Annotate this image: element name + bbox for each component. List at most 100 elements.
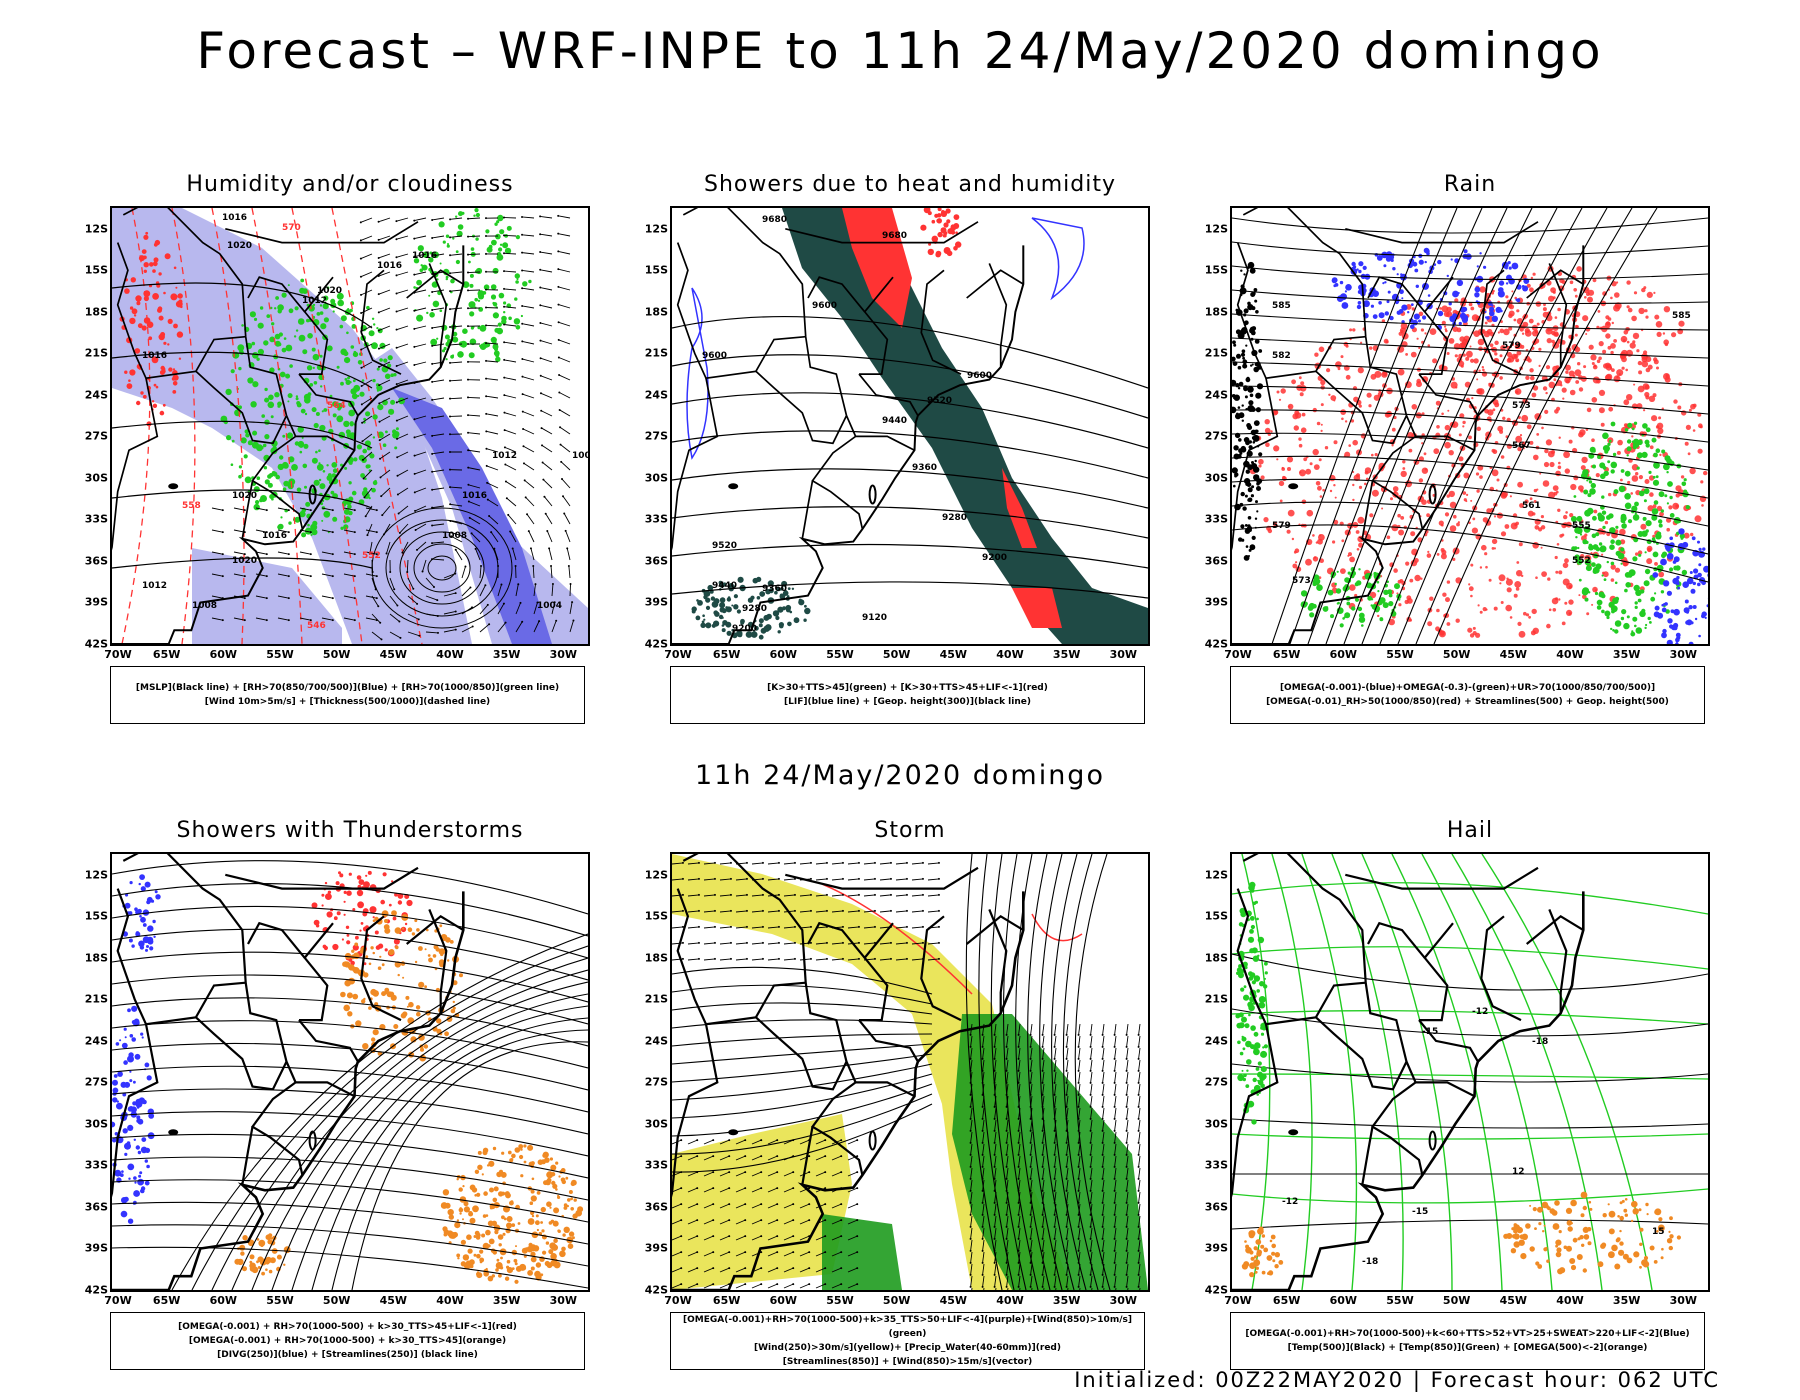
page-title: Forecast – WRF-INPE to 11h 24/May/2020 d… [196, 22, 1604, 80]
legend-line: [Wind(250)>30m/s](yellow)+ [Precip_Water… [754, 1343, 1061, 1353]
legend-line: [MSLP](Black line) + [RH>70(850/700/500)… [135, 683, 560, 693]
latitude-tick: 36S [1204, 1200, 1228, 1214]
legend-line: [DIVG(250)](blue) + [Streamlines(250)] (… [217, 1350, 478, 1360]
contour-label: 1008 [192, 601, 217, 611]
longitude-tick: 45W [1499, 1294, 1528, 1307]
latitude-tick: 42S [644, 637, 668, 651]
contour-label: 9200 [982, 553, 1007, 563]
latitude-tick: 27S [84, 1075, 108, 1089]
map-area: 1016 1020 1016 1016 1020 1012 1016 1020 1016 1020… [110, 206, 590, 646]
valid-time-title: 11h 24/May/2020 domingo [695, 760, 1105, 791]
contour-label: 1004 [537, 601, 562, 611]
latitude-tick: 33S [84, 512, 108, 526]
longitude-tick: 55W [266, 648, 294, 661]
contour-label: 552 [1572, 556, 1591, 566]
contour-label: 9440 [882, 416, 907, 426]
latitude-tick: 12S [1204, 868, 1228, 882]
longitude-tick: 65W [152, 1294, 181, 1307]
longitude-tick: 45W [379, 1294, 408, 1307]
contour-label: 552 [362, 551, 381, 561]
contour-label: 573 [1512, 401, 1531, 411]
contour-label: 1016 [377, 261, 402, 271]
latitude-tick: 30S [1204, 471, 1228, 485]
panel-title: Rain [1443, 172, 1497, 197]
latitude-tick: 18S [1204, 951, 1228, 965]
latitude-axis: 12S 15S 18S 21S 24S 27S 30S 33S 36S 39S 42S [80, 206, 108, 650]
longitude-tick: 65W [152, 648, 181, 661]
contour-label: 9680 [762, 215, 787, 225]
contour-label: -12 [1472, 1007, 1488, 1017]
longitude-tick: 30W [1669, 1294, 1698, 1307]
map-svg [112, 854, 588, 1290]
longitude-tick: 70W [664, 1294, 692, 1307]
latitude-tick: 12S [84, 868, 108, 882]
map-area: 9680 9680 9600 9600 9600 9520 9440 9360 9280 9200… [670, 206, 1150, 646]
latitude-tick: 21S [644, 346, 668, 360]
legend-box: [MSLP](Black line) + [RH>70(850/700/500)… [110, 666, 585, 724]
legend-line: [OMEGA(-0.001) + RH>70(1000-500) + k>30_… [178, 1322, 517, 1332]
contour-label: 9280 [742, 604, 767, 614]
latitude-tick: 33S [84, 1158, 108, 1172]
latitude-tick: 39S [644, 1241, 668, 1255]
contour-label: 567 [1512, 441, 1531, 451]
latitude-tick: 27S [1204, 429, 1228, 443]
contour-label: 579 [1502, 341, 1521, 351]
longitude-tick: 60W [209, 1294, 238, 1307]
longitude-tick: 50W [882, 648, 911, 661]
longitude-tick: 50W [1442, 648, 1471, 661]
contour-label: 9120 [862, 613, 887, 623]
contour-label: 9520 [712, 541, 737, 551]
longitude-tick: 30W [1109, 1294, 1138, 1307]
panel-title: Showers due to heat and humidity [703, 172, 1117, 197]
longitude-tick: 30W [1109, 648, 1138, 661]
longitude-tick: 30W [549, 648, 578, 661]
longitude-tick: 40W [996, 1294, 1024, 1307]
latitude-tick: 21S [644, 992, 668, 1006]
latitude-tick: 24S [1204, 388, 1228, 402]
map-svg [672, 854, 1148, 1290]
contour-label: 9600 [702, 351, 727, 361]
contour-label: 570 [282, 223, 301, 233]
panel-title: Hail [1446, 818, 1494, 843]
contour-label: 9520 [927, 396, 952, 406]
longitude-tick: 35W [1052, 1294, 1081, 1307]
contour-label: 561 [1522, 501, 1541, 511]
basemap [1232, 208, 1585, 644]
latitude-tick: 27S [644, 429, 668, 443]
legend-line: [OMEGA(-0.001)-(blue)+OMEGA(-0.3)-(green… [1279, 683, 1656, 693]
contour-label: 1012 [142, 581, 167, 591]
longitude-tick: 40W [996, 648, 1024, 661]
latitude-tick: 24S [84, 1034, 108, 1048]
panel-title: Storm [874, 818, 946, 843]
contour-label: -15 [1412, 1207, 1428, 1217]
latitude-tick: 27S [644, 1075, 668, 1089]
longitude-tick: 55W [826, 648, 854, 661]
latitude-tick: 24S [644, 1034, 668, 1048]
map-svg: 585 579 573 567 561 555 552 573 579 582 585 [1232, 208, 1708, 644]
longitude-tick: 65W [712, 1294, 741, 1307]
latitude-axis: 12S 15S 18S 21S 24S 27S 30S 33S 36S 39S 42S [1200, 852, 1228, 1296]
latitude-tick: 15S [644, 263, 668, 277]
latitude-tick: 12S [644, 222, 668, 236]
longitude-tick: 35W [1612, 1294, 1641, 1307]
legend-box: [OMEGA(-0.001)-(blue)+OMEGA(-0.3)-(green… [1230, 666, 1705, 724]
contour-label: 12 [1512, 1167, 1525, 1177]
latitude-tick: 15S [84, 263, 108, 277]
latitude-tick: 42S [84, 637, 108, 651]
longitude-tick: 70W [1224, 648, 1252, 661]
map-svg: 1016 1020 1016 1016 1020 1012 1016 1020 1016 1020… [112, 208, 588, 644]
latitude-axis: 12S 15S 18S 21S 24S 27S 30S 33S 36S 39S 42S [80, 852, 108, 1296]
contour-label: 573 [1292, 576, 1311, 586]
latitude-tick: 36S [84, 554, 108, 568]
longitude-tick: 35W [492, 1294, 521, 1307]
latitude-tick: 42S [1204, 1283, 1228, 1297]
latitude-tick: 42S [1204, 637, 1228, 651]
basemap [112, 854, 465, 1290]
contour-label: 1016 [262, 531, 287, 541]
longitude-tick: 60W [1329, 1294, 1358, 1307]
longitude-axis: 70W 65W 60W 55W 50W 45W 40W 35W 30W [104, 648, 590, 662]
latitude-tick: 39S [84, 595, 108, 609]
longitude-tick: 45W [379, 648, 408, 661]
map-area [670, 852, 1150, 1292]
latitude-tick: 21S [84, 346, 108, 360]
